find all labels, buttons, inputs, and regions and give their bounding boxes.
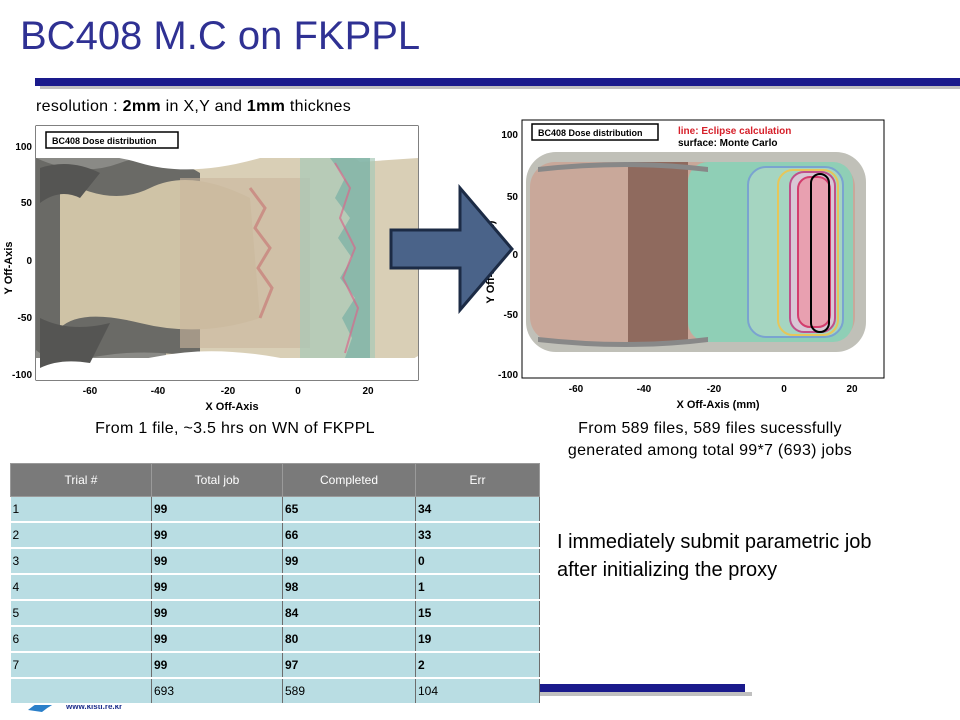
left-x-tick: -40	[151, 386, 166, 397]
cell-trial: 1	[10, 496, 152, 523]
table-row: 3 99 99 0	[10, 548, 540, 575]
right-x-tick: -60	[569, 384, 584, 395]
right-plot-legend-line: line: Eclipse calculation	[678, 126, 791, 137]
right-plot-surface	[526, 152, 866, 352]
right-arrow-icon	[389, 184, 514, 314]
cell-completed: 97	[282, 652, 416, 679]
cell-trial: 2	[10, 522, 152, 549]
right-y-tick: -100	[498, 370, 518, 381]
left-x-tick: -60	[83, 386, 98, 397]
cell-total-job: 99	[151, 600, 283, 627]
cell-total-completed-sum: 589	[282, 678, 416, 705]
left-plot-label: BC408 Dose distribution	[52, 136, 157, 146]
table-row: 7 99 97 2	[10, 652, 540, 679]
right-x-tick: -20	[707, 384, 722, 395]
right-plot-legend-surface: surface: Monte Carlo	[678, 138, 777, 149]
logo-url: www.kisti.re.kr	[66, 702, 123, 711]
left-dose-plot: BC408 Dose distribution 100 50 0 -50 -10…	[3, 125, 419, 413]
cell-trial: 6	[10, 626, 152, 653]
slide-title: BC408 M.C on FKPPL	[20, 14, 421, 58]
cell-total-jobs-sum: 693	[151, 678, 283, 705]
table-row: 2 99 66 33	[10, 522, 540, 549]
left-x-axis-label: X Off-Axis	[205, 401, 258, 413]
header-trial: Trial #	[10, 463, 152, 497]
resolution-xy-value: 2mm	[122, 98, 161, 115]
cell-total-job: 99	[151, 574, 283, 601]
right-y-tick: 50	[507, 192, 519, 203]
cell-total-job: 99	[151, 548, 283, 575]
right-x-tick: 20	[846, 384, 858, 395]
right-caption-line2: generated among total 99*7 (693) jobs	[567, 442, 853, 459]
table-row: 1 99 65 34	[10, 496, 540, 523]
cell-completed: 80	[282, 626, 416, 653]
resolution-prefix: resolution :	[36, 98, 123, 115]
header-total-job: Total job	[151, 463, 283, 497]
resolution-thickness-value: 1mm	[246, 98, 286, 115]
left-x-tick: 0	[295, 386, 301, 397]
table-row: 6 99 80 19	[10, 626, 540, 653]
table-total-row: 693 589 104	[10, 678, 540, 705]
right-y-tick: 100	[501, 130, 518, 141]
cell-trial: 7	[10, 652, 152, 679]
right-x-axis-label: X Off-Axis (mm)	[676, 399, 759, 411]
left-y-tick: 0	[26, 256, 32, 267]
note-line1: I immediately submit parametric job	[557, 531, 872, 553]
note-text: I immediately submit parametric job afte…	[557, 528, 872, 584]
cell-completed: 99	[282, 548, 416, 575]
cell-total-job: 99	[151, 652, 283, 679]
cell-trial: 4	[10, 574, 152, 601]
resolution-suffix: thicknes	[285, 98, 352, 115]
right-y-tick: 0	[512, 250, 518, 261]
left-plot-caption: From 1 file, ~3.5 hrs on WN of FKPPL	[95, 420, 375, 437]
trials-table: Trial # Total job Completed Err 1 99 65 34 …	[10, 463, 540, 705]
cell-total-job: 99	[151, 626, 283, 653]
left-x-tick: 20	[362, 386, 374, 397]
right-caption-line1: From 589 files, 589 files sucessfully	[578, 420, 842, 437]
cell-err: 34	[415, 496, 540, 523]
cell-err: 33	[415, 522, 540, 549]
cell-total-err-sum: 104	[415, 678, 540, 705]
left-y-tick: -50	[18, 313, 33, 324]
left-y-axis-label: Y Off-Axis	[3, 242, 15, 295]
cell-total-job: 99	[151, 496, 283, 523]
cell-total-label	[10, 678, 152, 705]
title-underline-bar	[35, 78, 960, 86]
note-line2: after initializing the proxy	[557, 559, 778, 581]
cell-err: 15	[415, 600, 540, 627]
cell-err: 1	[415, 574, 540, 601]
cell-trial: 3	[10, 548, 152, 575]
cell-total-job: 99	[151, 522, 283, 549]
left-x-tick: -20	[221, 386, 236, 397]
cell-trial: 5	[10, 600, 152, 627]
cell-err: 19	[415, 626, 540, 653]
resolution-text: resolution : 2mm in X,Y and 1mm thicknes	[36, 98, 351, 116]
table-row: 4 99 98 1	[10, 574, 540, 601]
header-err: Err	[415, 463, 540, 497]
cell-err: 0	[415, 548, 540, 575]
right-dose-plot: BC408 Dose distribution line: Eclipse ca…	[485, 119, 885, 411]
title-underline-shadow	[40, 86, 960, 89]
cell-completed: 84	[282, 600, 416, 627]
right-plot-label: BC408 Dose distribution	[538, 128, 643, 138]
resolution-mid: in X,Y and	[160, 98, 247, 115]
cell-completed: 66	[282, 522, 416, 549]
cell-err: 2	[415, 652, 540, 679]
left-y-tick: 50	[21, 198, 33, 209]
cell-completed: 98	[282, 574, 416, 601]
left-plot-surface	[36, 126, 418, 380]
right-y-tick: -50	[504, 310, 519, 321]
left-y-tick: 100	[15, 142, 32, 153]
left-y-tick: -100	[12, 370, 32, 381]
table-row: 5 99 84 15	[10, 600, 540, 627]
right-x-tick: 0	[781, 384, 787, 395]
right-plot-caption: From 589 files, 589 files sucessfully ge…	[500, 418, 920, 462]
table-header-row: Trial # Total job Completed Err	[10, 463, 540, 497]
right-x-tick: -40	[637, 384, 652, 395]
header-completed: Completed	[282, 463, 416, 497]
cell-completed: 65	[282, 496, 416, 523]
